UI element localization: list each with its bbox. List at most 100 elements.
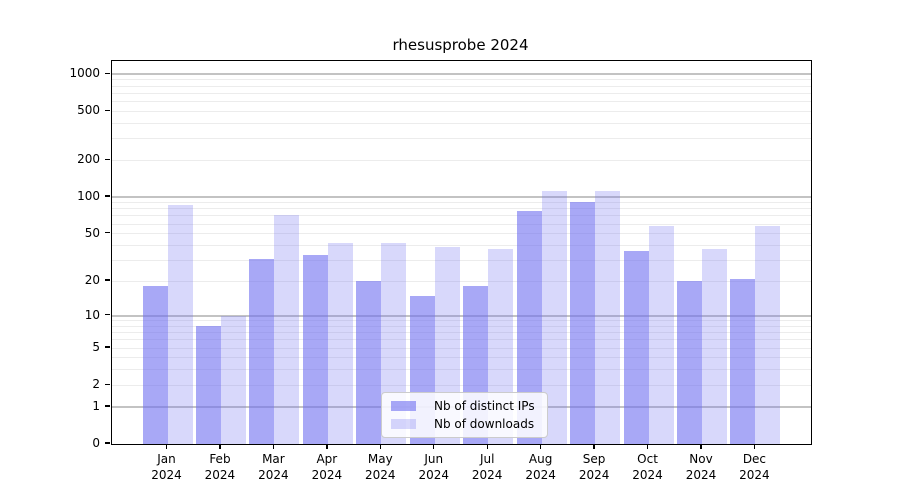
x-tick-label: Apr 2024	[311, 452, 343, 482]
y-tick-mark	[105, 405, 110, 407]
x-tick-label: Feb 2024	[204, 452, 236, 482]
gridline-minor	[112, 259, 811, 261]
x-tick-label: Jul 2024	[471, 452, 503, 482]
y-tick-mark	[105, 279, 110, 281]
x-tick-label: Jun 2024	[418, 452, 450, 482]
y-tick-label: 1000	[69, 66, 100, 81]
gridline-major	[112, 196, 811, 199]
x-tick-mark	[433, 444, 435, 449]
y-tick-label: 10	[84, 307, 100, 322]
bar-distinct-ips	[677, 281, 702, 444]
gridline-minor	[112, 138, 811, 140]
gridline-minor	[112, 202, 811, 204]
gridline-minor	[112, 347, 811, 349]
gridline-minor	[112, 332, 811, 334]
x-tick-mark	[379, 444, 381, 449]
legend: Nb of distinct IPs Nb of downloads	[381, 392, 548, 438]
x-tick-label: Mar 2024	[258, 452, 289, 482]
legend-label-downloads: Nb of downloads	[434, 417, 535, 431]
y-tick-mark	[105, 72, 110, 75]
legend-swatch-distinct-ips	[391, 401, 416, 411]
y-tick-mark	[105, 231, 110, 234]
gridline-minor	[112, 208, 811, 210]
gridline-minor	[112, 369, 811, 371]
gridline-major	[112, 314, 811, 317]
bar-distinct-ips	[623, 250, 649, 444]
bar-downloads	[648, 225, 674, 444]
x-tick-label: Nov 2024	[685, 452, 717, 482]
x-tick-label: Aug 2024	[525, 452, 556, 482]
bar-downloads	[220, 315, 246, 444]
y-tick-label: 500	[77, 103, 100, 118]
x-tick-mark	[165, 444, 168, 449]
gridline-minor	[112, 325, 811, 327]
x-tick-mark	[272, 444, 275, 449]
y-tick-mark	[105, 314, 110, 316]
y-tick-label: 100	[77, 189, 100, 204]
gridline-minor	[112, 223, 811, 225]
bar-distinct-ips	[142, 286, 168, 444]
bar-distinct-ips	[195, 326, 221, 444]
gridline-minor	[112, 101, 811, 103]
y-tick-mark	[105, 442, 110, 444]
bar-distinct-ips	[570, 202, 596, 444]
bar-distinct-ips	[730, 278, 756, 444]
x-tick-label: Oct 2024	[632, 452, 663, 482]
gridline-minor	[112, 320, 811, 322]
bar-downloads	[595, 190, 621, 444]
y-tick-mark	[105, 195, 110, 197]
x-tick-mark	[326, 444, 328, 449]
x-tick-mark	[646, 444, 649, 449]
x-tick-label: Jan 2024	[151, 452, 182, 482]
x-tick-label: Dec 2024	[739, 452, 770, 482]
x-tick-mark	[593, 444, 595, 449]
gridline-minor	[112, 110, 811, 112]
gridline-major	[112, 73, 811, 76]
x-tick-label: Sep 2024	[578, 452, 610, 482]
x-tick-mark	[219, 444, 221, 449]
y-tick-label: 5	[92, 340, 100, 355]
gridline-minor	[112, 92, 811, 94]
gridline-minor	[112, 233, 811, 235]
x-tick-mark	[486, 444, 488, 449]
bar-distinct-ips	[356, 281, 382, 444]
y-tick-label: 1	[92, 398, 100, 413]
bar-downloads	[274, 215, 300, 444]
y-tick-mark	[105, 346, 110, 348]
x-tick-mark	[539, 444, 542, 449]
chart-title: rhesusprobe 2024	[392, 36, 529, 54]
gridline-minor	[112, 159, 811, 161]
y-tick-label: 200	[77, 152, 100, 167]
legend-swatch-downloads	[391, 419, 416, 429]
bar-downloads	[702, 249, 727, 444]
bar-distinct-ips	[302, 255, 328, 444]
y-tick-mark	[105, 383, 110, 385]
gridline-minor	[112, 85, 811, 87]
gridline-minor	[112, 215, 811, 217]
y-tick-label: 20	[84, 273, 100, 288]
gridline-minor	[112, 357, 811, 359]
x-tick-mark	[753, 444, 756, 449]
y-tick-label: 2	[92, 377, 100, 392]
y-tick-mark	[105, 109, 110, 112]
legend-item-distinct-ips: Nb of distinct IPs	[391, 399, 547, 413]
gridline-minor	[112, 244, 811, 246]
x-tick-mark	[700, 444, 702, 449]
bar-downloads	[167, 205, 193, 444]
gridline-minor	[112, 122, 811, 124]
gridline-minor	[112, 79, 811, 81]
plot-area: Nb of distinct IPs Nb of downloads	[111, 60, 812, 445]
legend-item-downloads: Nb of downloads	[391, 417, 547, 431]
gridline-minor	[112, 280, 811, 282]
y-tick-mark	[105, 158, 110, 160]
y-tick-label: 0	[92, 436, 100, 450]
legend-label-distinct-ips: Nb of distinct IPs	[434, 399, 535, 413]
gridline-minor	[112, 339, 811, 341]
bar-downloads	[755, 225, 781, 444]
bar-distinct-ips	[249, 258, 275, 444]
x-tick-label: May 2024	[365, 452, 396, 482]
gridline-minor	[112, 384, 811, 386]
bar-downloads	[327, 242, 353, 444]
y-tick-label: 50	[84, 225, 100, 240]
